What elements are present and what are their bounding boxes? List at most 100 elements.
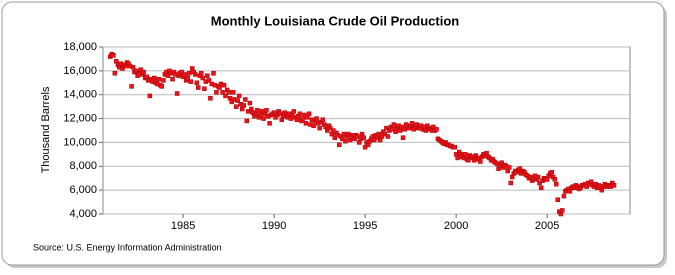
point bbox=[376, 131, 382, 137]
point bbox=[208, 96, 213, 101]
y-axis-label: Thousand Barrels bbox=[40, 86, 52, 173]
y-tick-label: 4,000 bbox=[69, 208, 97, 220]
point bbox=[463, 152, 468, 157]
point bbox=[538, 185, 544, 191]
point bbox=[535, 174, 541, 180]
y-tick-label: 18,000 bbox=[63, 41, 97, 53]
point bbox=[277, 111, 283, 117]
point bbox=[255, 107, 260, 113]
point bbox=[508, 180, 514, 186]
point bbox=[112, 70, 118, 76]
point bbox=[259, 109, 265, 114]
point bbox=[174, 91, 180, 96]
x-tick-label: 1995 bbox=[353, 220, 377, 232]
point bbox=[111, 53, 116, 58]
point bbox=[340, 136, 345, 142]
point bbox=[472, 158, 477, 163]
point bbox=[247, 100, 253, 106]
y-tick-label: 6,000 bbox=[69, 184, 97, 196]
point bbox=[193, 72, 198, 77]
point bbox=[182, 72, 187, 77]
point bbox=[347, 137, 353, 143]
x-tick-label: 2000 bbox=[444, 220, 468, 232]
point bbox=[229, 99, 234, 105]
point bbox=[552, 177, 558, 182]
point bbox=[391, 122, 397, 127]
point bbox=[185, 75, 190, 81]
point bbox=[379, 134, 385, 139]
point bbox=[560, 208, 565, 213]
y-tick-label: 8,000 bbox=[69, 160, 97, 172]
point bbox=[332, 135, 337, 140]
point bbox=[537, 180, 542, 186]
chart-title: Monthly Louisiana Crude Oil Production bbox=[211, 13, 460, 28]
point bbox=[236, 93, 242, 99]
point bbox=[230, 90, 236, 95]
point bbox=[320, 117, 325, 123]
point bbox=[199, 70, 204, 76]
point bbox=[271, 110, 277, 115]
point bbox=[244, 118, 250, 124]
point bbox=[205, 73, 210, 78]
point bbox=[478, 159, 483, 164]
point bbox=[423, 128, 429, 133]
point bbox=[206, 78, 212, 83]
y-tick-label: 16,000 bbox=[63, 65, 97, 77]
point bbox=[466, 158, 471, 163]
point bbox=[170, 76, 175, 82]
point bbox=[297, 111, 303, 117]
point bbox=[554, 181, 559, 187]
point bbox=[384, 125, 389, 131]
point bbox=[314, 116, 319, 121]
point bbox=[399, 124, 404, 130]
point bbox=[147, 93, 153, 99]
point bbox=[337, 142, 342, 148]
point bbox=[129, 84, 134, 89]
point bbox=[302, 112, 307, 118]
point bbox=[390, 127, 395, 132]
point bbox=[361, 135, 366, 140]
point bbox=[152, 75, 157, 81]
source: Source: U.S. Energy Information Administ… bbox=[33, 242, 222, 252]
y-tick-label: 12,000 bbox=[63, 112, 97, 124]
point bbox=[434, 127, 439, 132]
point bbox=[226, 90, 231, 95]
point bbox=[130, 65, 136, 70]
point bbox=[452, 144, 457, 150]
point bbox=[202, 86, 207, 91]
point bbox=[267, 121, 272, 126]
point bbox=[331, 128, 336, 133]
point bbox=[234, 104, 239, 109]
point bbox=[161, 78, 166, 83]
point bbox=[561, 193, 567, 199]
point bbox=[165, 73, 171, 78]
point bbox=[235, 98, 240, 103]
point bbox=[194, 80, 199, 86]
x-tick-label: 1990 bbox=[262, 220, 286, 232]
point bbox=[311, 123, 316, 128]
point bbox=[327, 125, 333, 131]
point bbox=[341, 131, 347, 137]
point bbox=[317, 125, 322, 131]
point bbox=[261, 116, 266, 121]
point bbox=[343, 138, 348, 144]
point bbox=[195, 85, 201, 90]
point bbox=[241, 103, 246, 108]
point bbox=[549, 170, 554, 175]
point bbox=[141, 69, 146, 75]
point bbox=[221, 82, 227, 88]
point bbox=[156, 76, 162, 82]
point bbox=[220, 90, 225, 95]
point bbox=[402, 127, 407, 132]
point bbox=[382, 131, 388, 137]
point bbox=[362, 144, 368, 150]
point bbox=[555, 197, 560, 202]
point bbox=[246, 109, 251, 114]
point bbox=[200, 75, 206, 81]
point bbox=[264, 107, 269, 113]
point bbox=[507, 165, 512, 170]
point bbox=[499, 160, 504, 165]
point bbox=[517, 166, 523, 171]
point bbox=[385, 134, 391, 139]
